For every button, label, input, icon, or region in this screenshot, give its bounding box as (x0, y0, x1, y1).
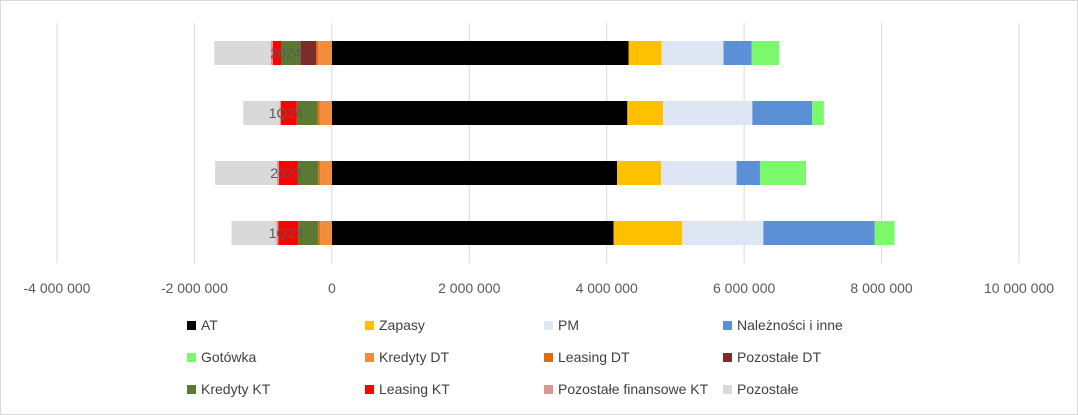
legend-swatch (544, 353, 553, 362)
bar-segment (318, 161, 321, 185)
bar-segment (613, 221, 683, 245)
x-tick-label: 4 000 000 (576, 280, 638, 296)
bar-segment (317, 101, 320, 125)
bar-segment (281, 41, 301, 65)
legend-label: Leasing KT (379, 381, 450, 397)
category-label: 1Q23 (269, 225, 303, 241)
x-tick-label: 0 (328, 280, 336, 296)
bar-segment (331, 101, 628, 125)
bar-segment (272, 41, 282, 65)
bar-segment (298, 221, 319, 245)
bar-segment (736, 161, 760, 185)
bar-segment (331, 161, 618, 185)
bar-segment (617, 161, 661, 185)
bar-segment (276, 221, 279, 245)
bar-segment (751, 41, 780, 65)
bar-segment (628, 41, 662, 65)
x-tick-label: 10 000 000 (984, 280, 1054, 296)
bar-segment (231, 221, 277, 245)
bar-segment (759, 161, 806, 185)
x-tick-label: -2 000 000 (161, 280, 228, 296)
legend-label: PM (558, 317, 579, 333)
legend-label: Pozostałe finansowe KT (558, 381, 709, 397)
legend-label: AT (201, 317, 218, 333)
legend-swatch (723, 353, 732, 362)
bar-segment (278, 221, 299, 245)
bar-segment (331, 221, 614, 245)
bar-segment (752, 101, 813, 125)
bar-segment (627, 101, 664, 125)
legend-label: Kredyty KT (201, 381, 271, 397)
legend-swatch (187, 321, 196, 330)
x-tick-label: 6 000 000 (713, 280, 775, 296)
bar-segment (243, 101, 280, 125)
bar-segment (297, 161, 319, 185)
bar-segment (320, 161, 332, 185)
x-tick-label: -4 000 000 (24, 280, 91, 296)
bar-segment (763, 221, 875, 245)
legend-swatch (544, 385, 553, 394)
legend-swatch (723, 321, 732, 330)
bar-segment (279, 101, 282, 125)
legend-label: Leasing DT (558, 349, 630, 365)
bar-segment (660, 161, 737, 185)
x-tick-label: 8 000 000 (850, 280, 912, 296)
category-label: 2023 (270, 165, 301, 181)
legend-label: Gotówka (201, 349, 256, 365)
legend-label: Pozostałe (737, 381, 799, 397)
bar-segment (723, 41, 752, 65)
bar-segment (661, 41, 724, 65)
legend-swatch (365, 353, 374, 362)
bar-segment (331, 41, 629, 65)
bar-segment (214, 41, 271, 65)
legend-swatch (723, 385, 732, 394)
bar-segment (281, 101, 297, 125)
bar-segment (270, 41, 273, 65)
bar-segment (682, 221, 764, 245)
bar-segment (316, 41, 319, 65)
legend-label: Należności i inne (737, 317, 843, 333)
bar-segment (319, 101, 332, 125)
bar-segment (874, 221, 895, 245)
bar-segment (300, 41, 317, 65)
legend-swatch (365, 385, 374, 394)
bar-segment (296, 101, 318, 125)
legend-label: Kredyty DT (379, 349, 449, 365)
bar-segment (318, 221, 321, 245)
bar-segment (276, 161, 279, 185)
legend-swatch (544, 321, 553, 330)
bar-segment (278, 161, 298, 185)
bar-segment (812, 101, 824, 125)
legend-swatch (187, 353, 196, 362)
legend-swatch (365, 321, 374, 330)
legend-swatch (187, 385, 196, 394)
legend-label: Zapasy (379, 317, 425, 333)
category-label: 2024 (270, 45, 301, 61)
bar-segment (320, 221, 332, 245)
bar-segment (663, 101, 753, 125)
legend-label: Pozostałe DT (737, 349, 821, 365)
bar-segment (215, 161, 277, 185)
x-tick-label: 2 000 000 (438, 280, 500, 296)
bar-segment (318, 41, 332, 65)
category-label: 1Q24 (269, 105, 303, 121)
